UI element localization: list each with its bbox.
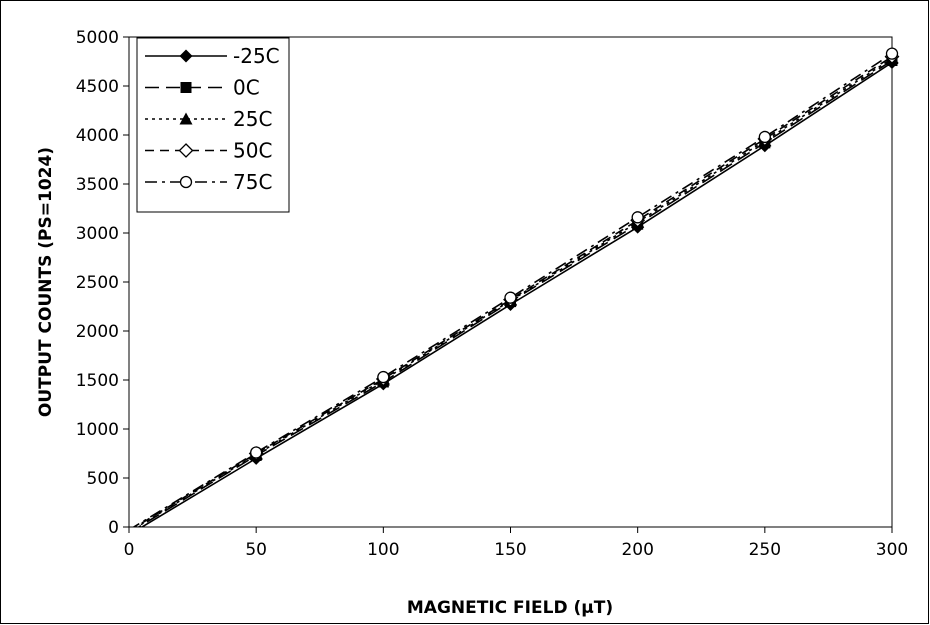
- legend-marker: [178, 143, 194, 158]
- data-point: [758, 130, 771, 144]
- legend-marker: [180, 82, 192, 93]
- y-tick-label: 0: [108, 518, 119, 538]
- y-tick-label: 4000: [76, 126, 119, 146]
- data-point: [377, 370, 390, 384]
- legend: -25C 0C 25C 50C 75C: [136, 37, 290, 213]
- legend-label: 50C: [233, 139, 272, 163]
- x-tick-label: 250: [749, 540, 781, 560]
- legend-label: 0C: [233, 76, 260, 100]
- y-tick-label: 1000: [76, 420, 119, 440]
- x-tick-label: 0: [124, 540, 135, 560]
- y-axis-title: OUTPUT COUNTS (PS=1024): [36, 147, 56, 417]
- data-point: [504, 291, 517, 304]
- x-tick-label: 100: [367, 540, 399, 560]
- marker-layer: [248, 47, 900, 465]
- y-tick-label: 500: [87, 469, 119, 489]
- axes: 0500100015002000250030003500400045005000…: [76, 28, 908, 560]
- y-tick-label: 5000: [76, 28, 119, 48]
- data-point: [631, 211, 644, 224]
- x-axis-title: MAGNETIC FIELD (µT): [407, 598, 613, 618]
- legend-marker: [179, 49, 193, 63]
- x-tick-label: 150: [494, 540, 526, 560]
- legend-label: 75C: [233, 170, 272, 194]
- y-tick-label: 4500: [76, 77, 119, 97]
- y-tick-label: 2500: [76, 273, 119, 293]
- legend-label: -25C: [233, 44, 280, 68]
- x-tick-label: 200: [621, 540, 653, 560]
- data-point: [885, 47, 899, 60]
- y-tick-label: 1500: [76, 371, 119, 391]
- legend-label: 25C: [233, 107, 272, 131]
- x-tick-label: 300: [876, 540, 908, 560]
- legend-marker: [179, 112, 193, 125]
- y-tick-label: 3500: [76, 175, 119, 195]
- x-tick-label: 50: [245, 540, 267, 560]
- y-tick-label: 2000: [76, 322, 119, 342]
- legend-box: [136, 37, 290, 213]
- legend-marker: [179, 175, 193, 189]
- y-tick-label: 3000: [76, 224, 119, 244]
- data-point: [250, 446, 263, 459]
